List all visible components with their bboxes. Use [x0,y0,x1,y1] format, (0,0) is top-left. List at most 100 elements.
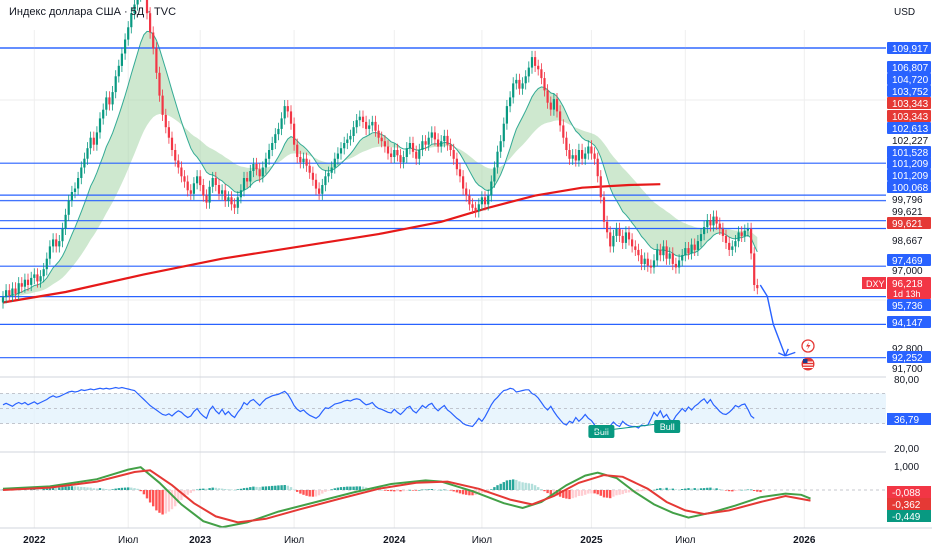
candle[interactable] [180,161,183,183]
candle[interactable] [208,180,211,209]
candle[interactable] [515,73,518,90]
candle[interactable] [124,33,127,60]
candle[interactable] [186,175,189,197]
candle[interactable] [690,238,693,260]
candle[interactable] [390,147,393,164]
candle[interactable] [45,252,48,276]
candle[interactable] [474,201,477,218]
candle[interactable] [293,117,296,151]
candle[interactable] [36,268,39,288]
candle[interactable] [73,182,77,199]
candle[interactable] [386,140,390,160]
candle[interactable] [743,224,746,243]
candle[interactable] [427,131,430,151]
candle[interactable] [496,145,499,174]
candle[interactable] [177,154,180,174]
candle[interactable] [674,257,677,274]
price-label[interactable]: 94,147 [887,316,931,329]
candle[interactable] [627,226,631,246]
candle[interactable] [393,143,396,164]
candle[interactable] [446,129,449,151]
candle[interactable] [321,178,324,200]
macd-line[interactable] [2,466,811,529]
candle[interactable] [383,135,386,153]
candle[interactable] [280,112,283,136]
candle[interactable] [365,115,368,136]
candle[interactable] [596,152,599,183]
candle[interactable] [662,240,665,262]
candle[interactable] [55,233,58,253]
candle[interactable] [493,161,496,188]
candle[interactable] [339,142,343,160]
candle[interactable] [490,175,493,202]
candle[interactable] [221,184,224,200]
candle[interactable] [64,208,67,235]
candle[interactable] [108,91,111,111]
candle[interactable] [130,7,133,34]
price-label[interactable]: 99,796 [892,195,923,206]
candle[interactable] [709,214,712,232]
candle[interactable] [246,171,249,188]
candle[interactable] [530,50,534,74]
candle[interactable] [114,70,117,99]
candle[interactable] [249,164,252,188]
candle[interactable] [665,240,668,265]
candle[interactable] [14,282,17,300]
candle[interactable] [734,235,737,253]
candle[interactable] [258,163,261,183]
candle[interactable] [305,152,308,172]
candle[interactable] [534,50,537,72]
price-label[interactable]: 102,227 [892,136,929,147]
candle[interactable] [136,0,139,11]
candle[interactable] [721,222,724,242]
candle[interactable] [86,142,89,165]
candle[interactable] [368,119,371,136]
candle[interactable] [39,270,42,288]
candle[interactable] [286,100,289,118]
candle[interactable] [731,240,734,256]
candle[interactable] [678,254,681,274]
candle[interactable] [753,247,756,292]
candle[interactable] [299,150,302,169]
candle[interactable] [174,143,177,167]
price-label[interactable]: 104,720 [887,73,931,86]
price-label[interactable]: 97,469 [887,254,931,267]
price-label[interactable]: 92,252 [887,351,931,364]
candle[interactable] [233,198,236,214]
candle[interactable] [424,135,427,151]
candle[interactable] [377,124,380,144]
candle[interactable] [724,229,728,249]
price-label[interactable]: 95,736 [887,299,931,312]
candle[interactable] [437,133,440,153]
candle[interactable] [703,221,706,241]
candle[interactable] [640,249,643,271]
candle[interactable] [255,157,258,176]
candle[interactable] [149,7,152,39]
candle[interactable] [355,114,358,134]
candle[interactable] [311,166,314,186]
candle[interactable] [562,119,565,144]
candle[interactable] [621,229,624,249]
candle[interactable] [120,47,123,72]
candle[interactable] [465,182,468,202]
candle[interactable] [612,229,615,253]
candle[interactable] [396,143,399,162]
candle[interactable] [380,131,383,148]
candle[interactable] [552,93,555,116]
candle[interactable] [296,138,299,164]
candle[interactable] [308,159,311,179]
price-label[interactable]: 102,613 [887,122,931,135]
candle[interactable] [537,59,540,76]
candle[interactable] [127,21,130,46]
candle[interactable] [239,184,242,204]
price-label[interactable]: 91,700 [892,364,923,375]
candle[interactable] [505,100,508,130]
candle[interactable] [230,191,233,211]
candle[interactable] [318,182,321,200]
candle[interactable] [5,284,8,304]
candle[interactable] [549,96,552,116]
rsi-panel[interactable]: Bull Bull [0,386,886,439]
candle[interactable] [524,70,527,90]
candle[interactable] [164,108,167,134]
candle[interactable] [155,42,158,79]
